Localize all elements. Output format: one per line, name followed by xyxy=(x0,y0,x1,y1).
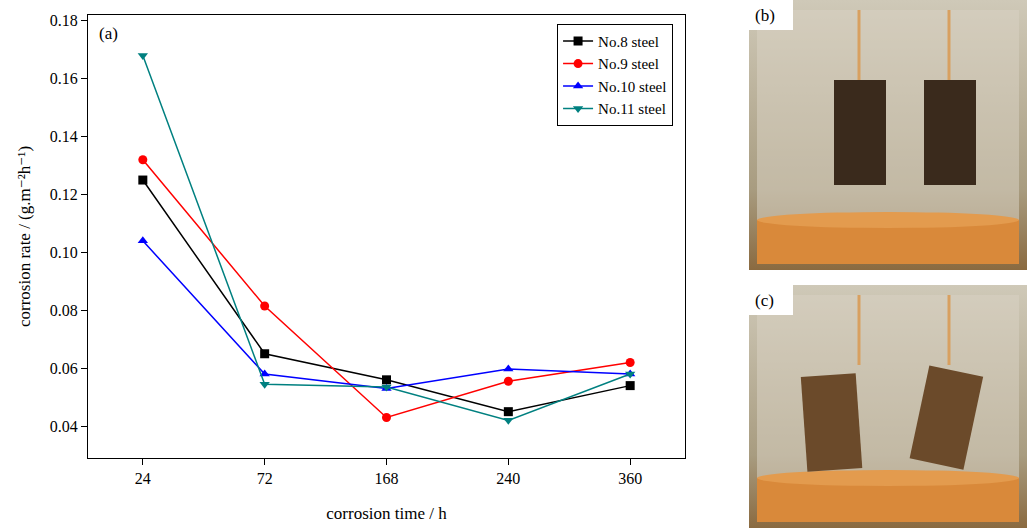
svg-text:0.18: 0.18 xyxy=(50,12,78,29)
svg-text:0.08: 0.08 xyxy=(50,302,78,319)
svg-text:240: 240 xyxy=(496,470,520,487)
svg-text:No.11 steel: No.11 steel xyxy=(598,101,666,117)
svg-text:No.8 steel: No.8 steel xyxy=(598,34,659,50)
svg-text:(a): (a) xyxy=(99,24,118,43)
svg-text:0.10: 0.10 xyxy=(50,244,78,261)
svg-text:24: 24 xyxy=(135,470,151,487)
svg-text:0.14: 0.14 xyxy=(50,128,78,145)
svg-text:(c): (c) xyxy=(755,291,774,310)
svg-text:168: 168 xyxy=(375,470,399,487)
svg-text:0.04: 0.04 xyxy=(50,418,78,435)
svg-text:(b): (b) xyxy=(755,6,775,25)
svg-text:360: 360 xyxy=(618,470,642,487)
svg-text:72: 72 xyxy=(257,470,273,487)
svg-text:0.16: 0.16 xyxy=(50,70,78,87)
svg-text:corrosion time / h: corrosion time / h xyxy=(326,504,447,523)
svg-text:0.06: 0.06 xyxy=(50,360,78,377)
svg-text:corrosion rate / (g.m⁻²h⁻¹): corrosion rate / (g.m⁻²h⁻¹) xyxy=(15,146,34,327)
svg-text:No.10 steel: No.10 steel xyxy=(598,79,666,95)
svg-text:0.12: 0.12 xyxy=(50,186,78,203)
svg-text:No.9 steel: No.9 steel xyxy=(598,56,659,72)
